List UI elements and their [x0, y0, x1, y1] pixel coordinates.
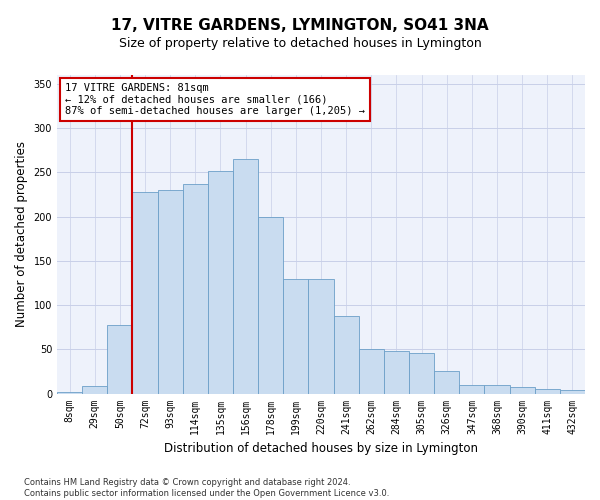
Bar	[158, 190, 183, 394]
X-axis label: Distribution of detached houses by size in Lymington: Distribution of detached houses by size …	[164, 442, 478, 455]
Bar	[409, 353, 434, 394]
Text: 17 VITRE GARDENS: 81sqm
← 12% of detached houses are smaller (166)
87% of semi-d: 17 VITRE GARDENS: 81sqm ← 12% of detache…	[65, 83, 365, 116]
Bar	[434, 372, 459, 394]
Bar	[484, 384, 509, 394]
Bar	[107, 324, 133, 394]
Bar	[535, 389, 560, 394]
Bar	[283, 278, 308, 394]
Bar	[334, 316, 359, 394]
Text: Size of property relative to detached houses in Lymington: Size of property relative to detached ho…	[119, 38, 481, 51]
Bar	[359, 350, 384, 394]
Bar	[384, 351, 409, 394]
Y-axis label: Number of detached properties: Number of detached properties	[15, 142, 28, 328]
Text: 17, VITRE GARDENS, LYMINGTON, SO41 3NA: 17, VITRE GARDENS, LYMINGTON, SO41 3NA	[111, 18, 489, 32]
Text: Contains HM Land Registry data © Crown copyright and database right 2024.
Contai: Contains HM Land Registry data © Crown c…	[24, 478, 389, 498]
Bar	[258, 216, 283, 394]
Bar	[183, 184, 208, 394]
Bar	[560, 390, 585, 394]
Bar	[308, 278, 334, 394]
Bar	[82, 386, 107, 394]
Bar	[57, 392, 82, 394]
Bar	[509, 388, 535, 394]
Bar	[208, 170, 233, 394]
Bar	[233, 159, 258, 394]
Bar	[133, 192, 158, 394]
Bar	[459, 384, 484, 394]
